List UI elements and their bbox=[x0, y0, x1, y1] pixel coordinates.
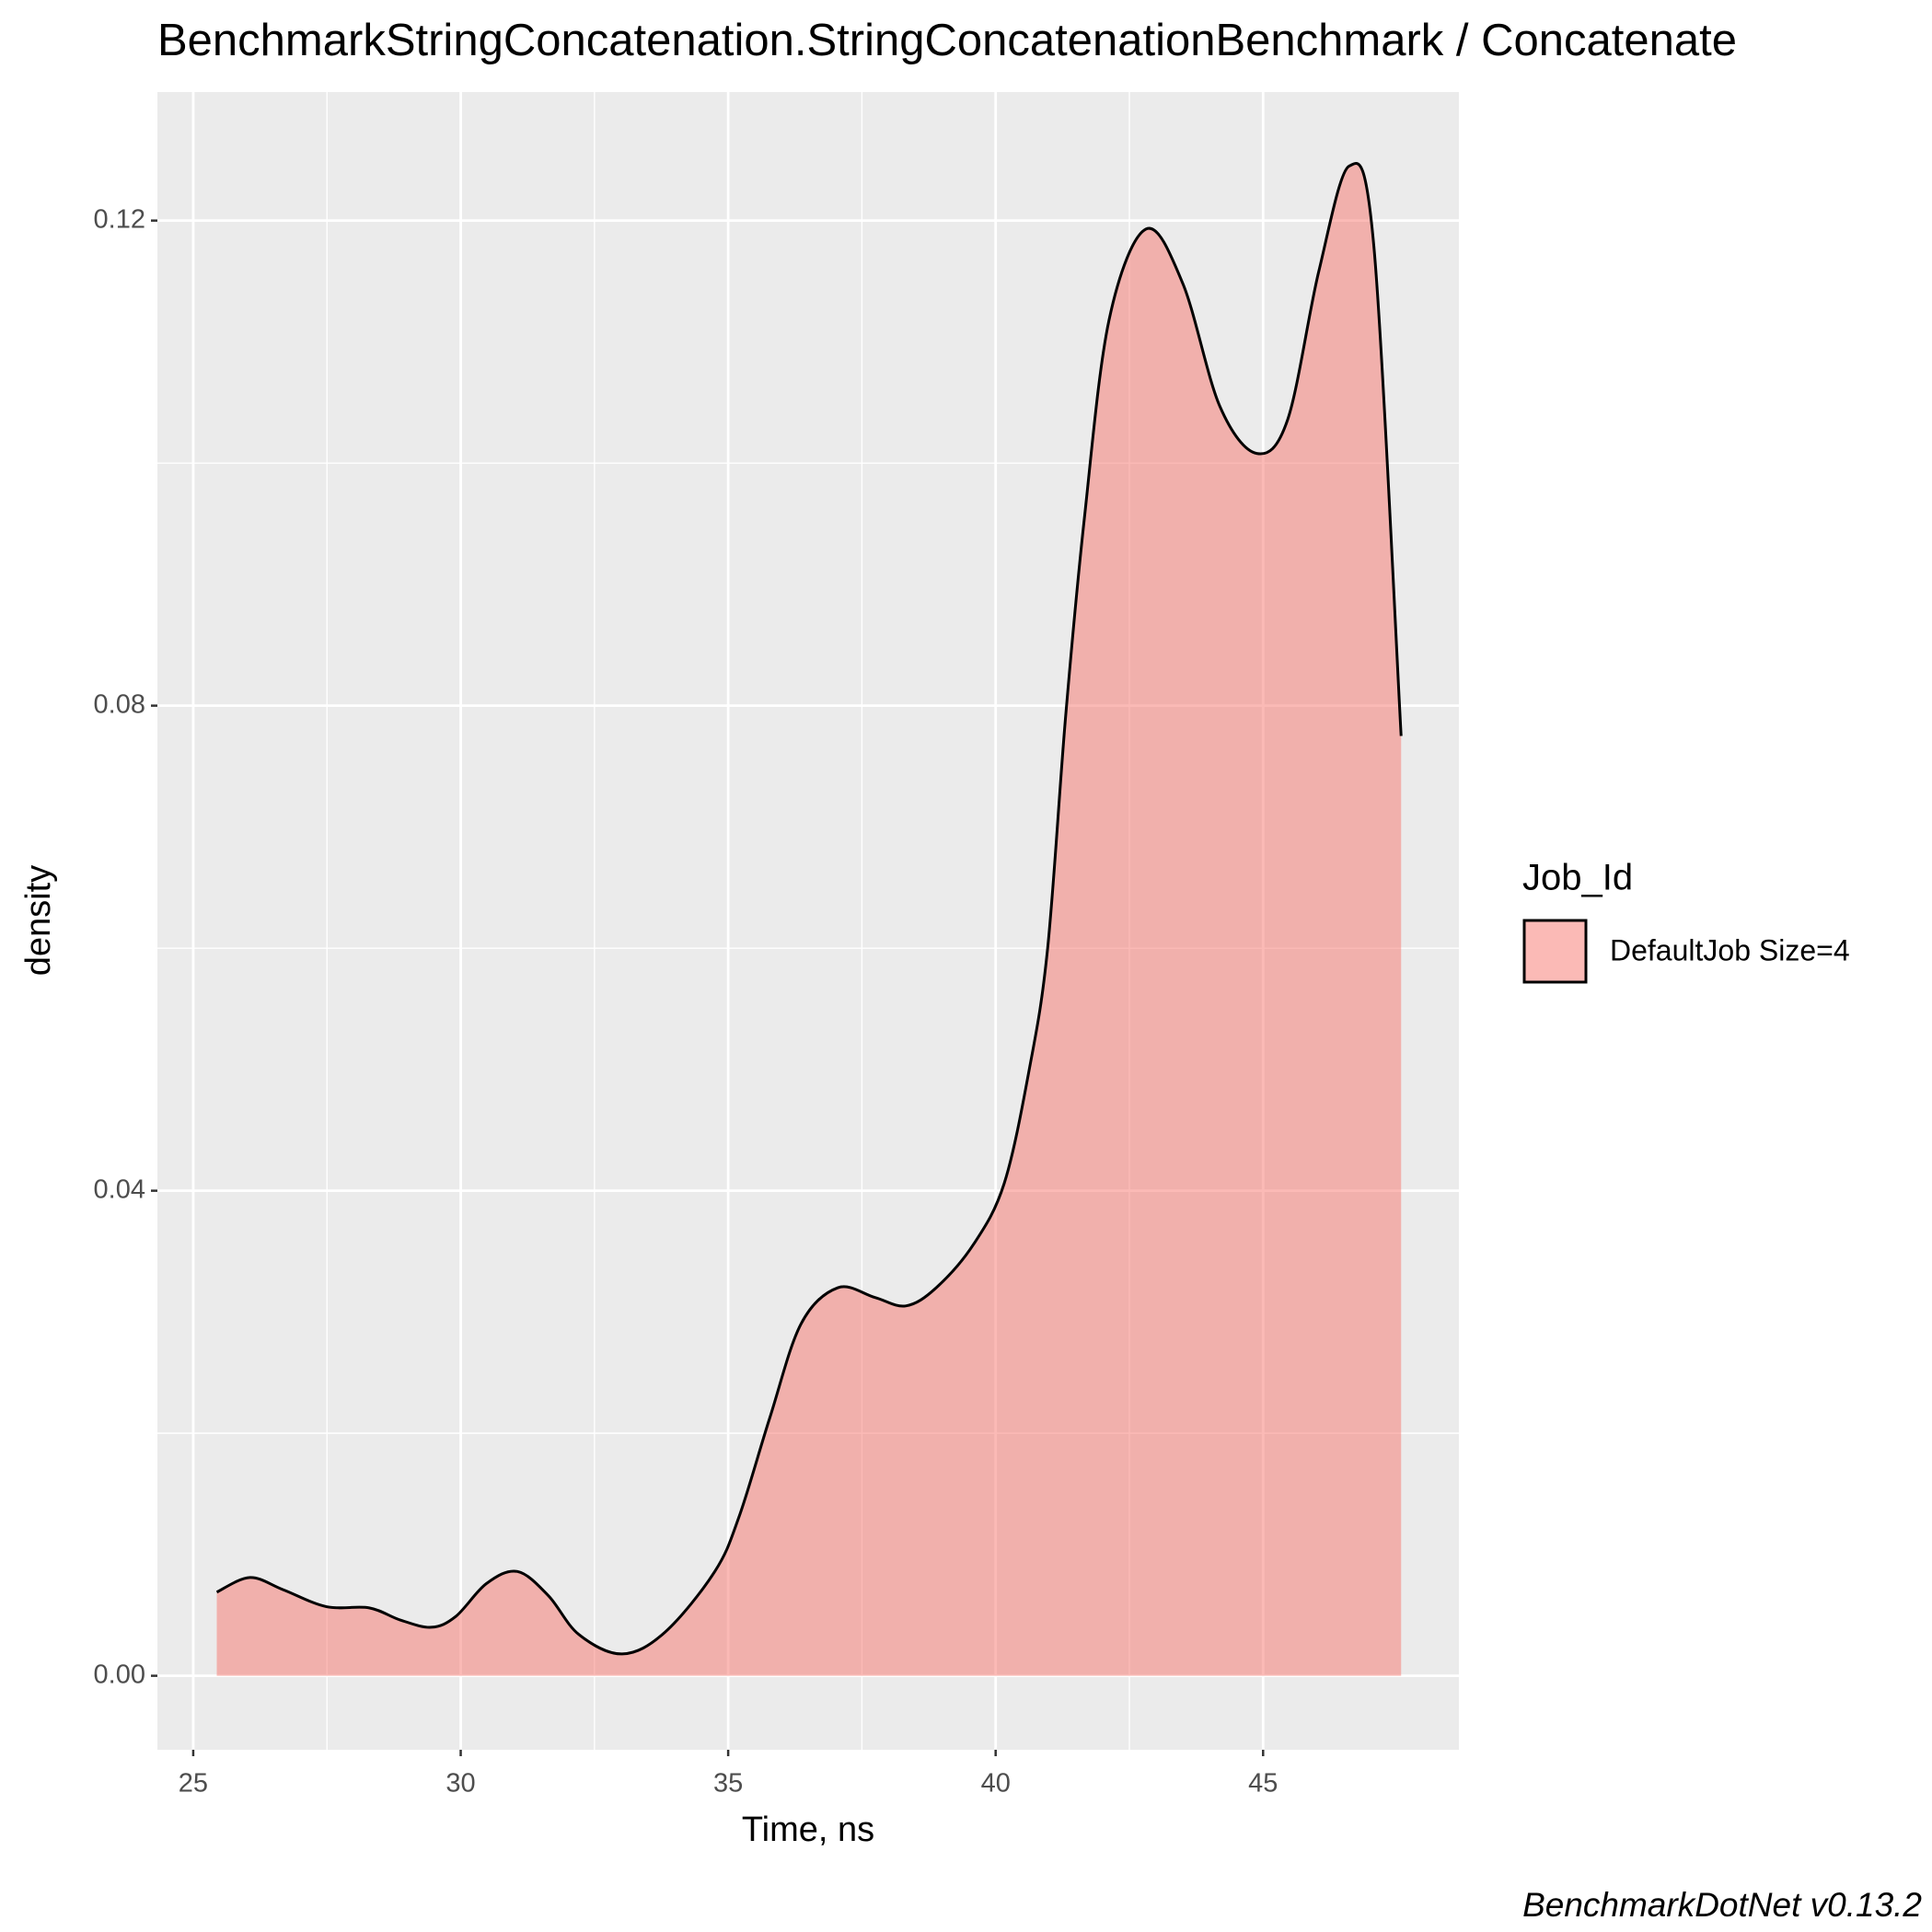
y-axis-title: density bbox=[19, 865, 58, 976]
x-tick-label: 25 bbox=[179, 1769, 208, 1799]
caption: BenchmarkDotNet v0.13.2 bbox=[1522, 1886, 1922, 1924]
y-tick-label: 0.00 bbox=[94, 1660, 145, 1689]
y-tick-label: 0.12 bbox=[94, 204, 145, 234]
legend-title: Job_Id bbox=[1522, 858, 1633, 898]
chart-title: BenchmarkStringConcatenation.StringConca… bbox=[157, 16, 1737, 65]
x-tick-label: 40 bbox=[981, 1769, 1011, 1799]
density-line bbox=[215, 162, 1403, 1656]
legend-swatch bbox=[1522, 919, 1588, 984]
legend-label: DefaultJob Size=4 bbox=[1610, 933, 1850, 966]
y-tick-label: 0.04 bbox=[94, 1174, 145, 1204]
x-axis-title: Time, ns bbox=[742, 1811, 874, 1849]
x-tick-label: 30 bbox=[445, 1769, 475, 1799]
y-tick-label: 0.08 bbox=[94, 689, 145, 719]
density-area bbox=[216, 163, 1402, 1676]
x-tick-label: 35 bbox=[713, 1769, 743, 1799]
x-tick-label: 45 bbox=[1248, 1769, 1278, 1799]
